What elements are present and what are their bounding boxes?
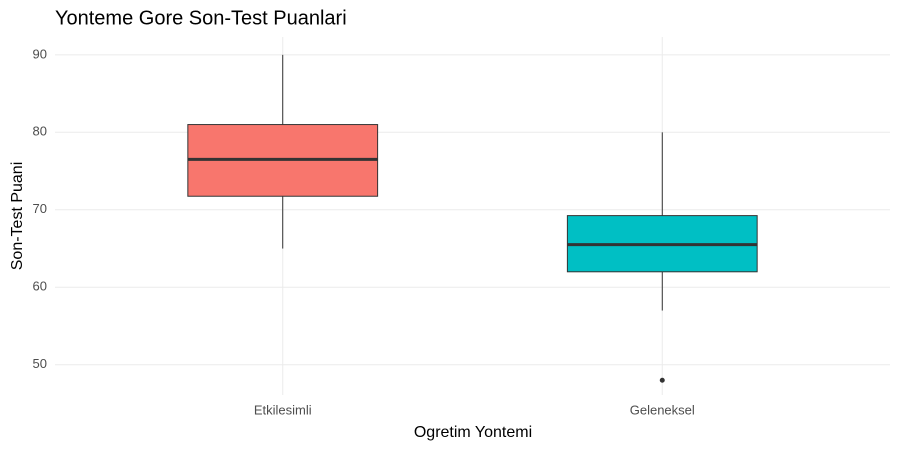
- y-axis-title: Son-Test Puani: [9, 162, 26, 271]
- x-tick-label: Geleneksel: [630, 402, 695, 417]
- y-tick-label: 90: [33, 46, 47, 61]
- y-tick-label: 50: [33, 356, 47, 371]
- chart-title: Yonteme Gore Son-Test Puanlari: [55, 7, 347, 29]
- outlier: [659, 377, 665, 383]
- y-tick-label: 60: [33, 279, 47, 294]
- x-tick-label: Etkilesimli: [254, 402, 312, 417]
- x-axis-title: Ogretim Yontemi: [414, 424, 532, 441]
- y-tick-label: 80: [33, 124, 47, 139]
- y-tick-label: 70: [33, 201, 47, 216]
